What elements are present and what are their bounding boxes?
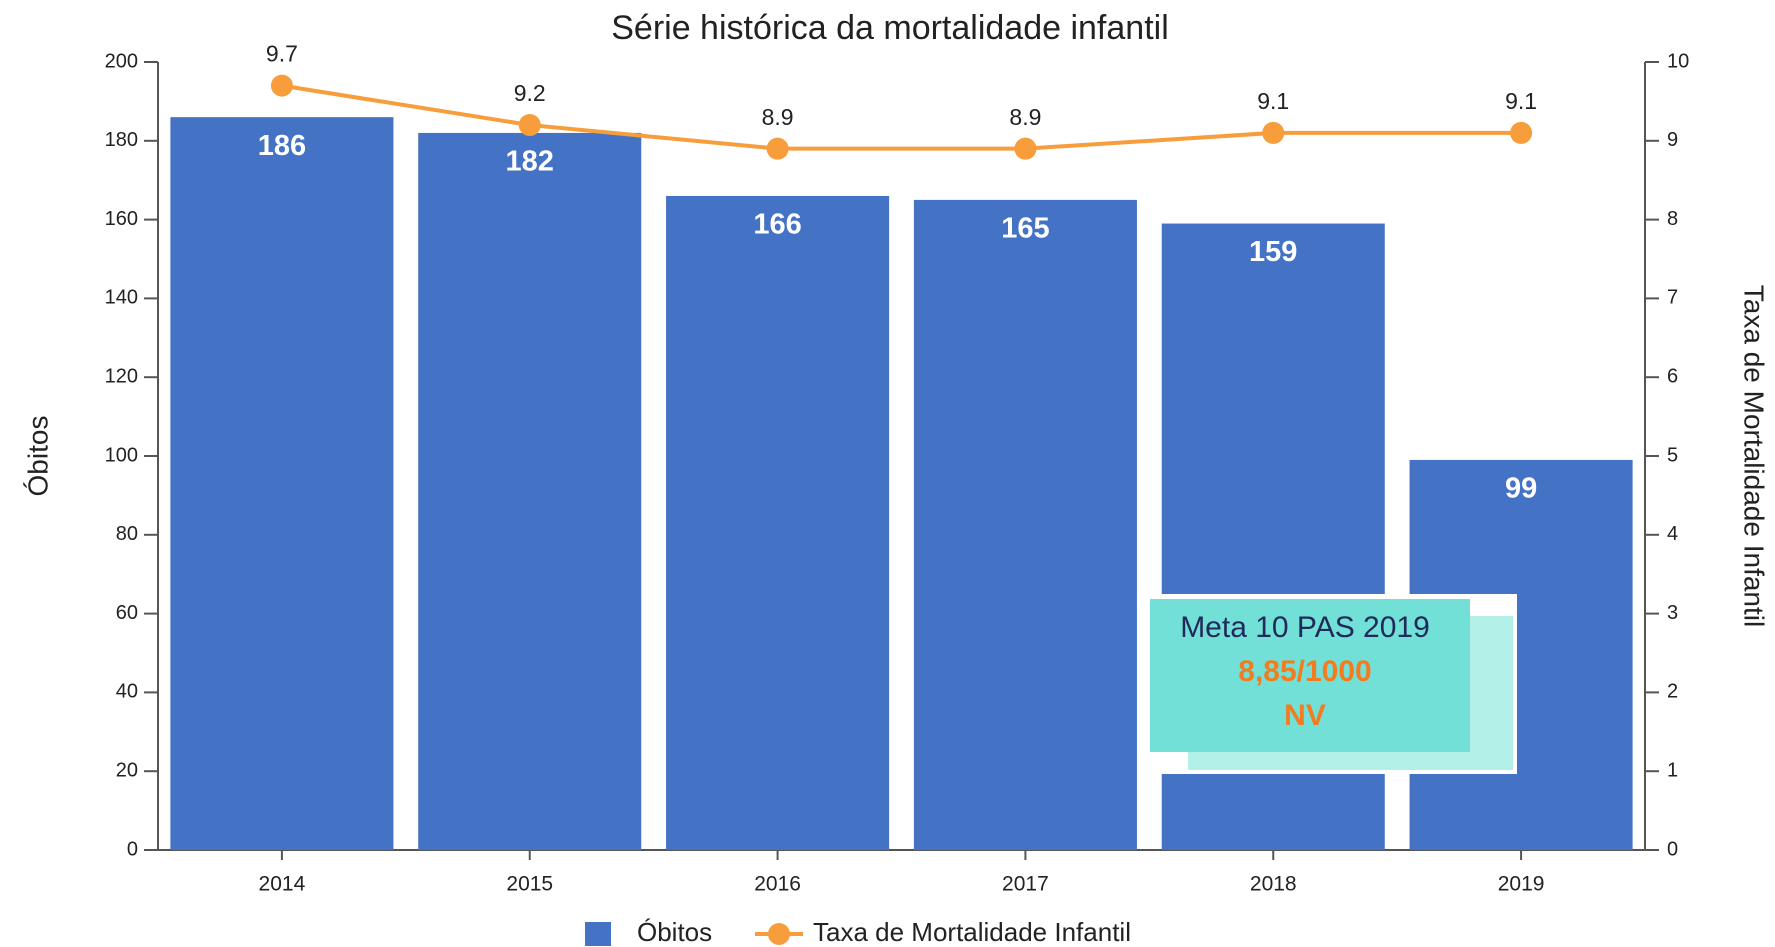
legend-swatch bbox=[585, 922, 611, 946]
y2-tick-label: 4 bbox=[1667, 523, 1678, 545]
line-point bbox=[270, 74, 293, 97]
bar bbox=[418, 132, 642, 851]
line-point bbox=[1510, 121, 1533, 144]
annotation-text: Meta 10 PAS 2019 bbox=[1180, 611, 1430, 644]
y2-axis-label: Taxa de Mortalidade Infantil bbox=[1739, 285, 1770, 627]
y2-tick-label: 8 bbox=[1667, 208, 1678, 230]
y-tick-label: 0 bbox=[127, 838, 138, 860]
line-value-label: 9.7 bbox=[266, 41, 298, 67]
line-point bbox=[1262, 121, 1285, 144]
y-tick-label: 140 bbox=[105, 287, 138, 309]
y2-tick-label: 3 bbox=[1667, 602, 1678, 624]
x-tick-label: 2017 bbox=[1002, 873, 1049, 896]
y-tick-label: 180 bbox=[105, 129, 138, 151]
y2-tick-label: 0 bbox=[1667, 838, 1678, 860]
line bbox=[281, 83, 1522, 151]
line-point bbox=[1014, 137, 1037, 160]
y-tick-label: 160 bbox=[105, 208, 138, 230]
legend-label: Taxa de Mortalidade Infantil bbox=[813, 917, 1131, 947]
x-tick-label: 2014 bbox=[259, 873, 306, 896]
y-axis-label: Óbitos bbox=[22, 416, 53, 497]
chart-title: Série histórica da mortalidade infantil bbox=[611, 9, 1169, 47]
line-value-label: 9.1 bbox=[1505, 88, 1537, 114]
y2-tick-label: 10 bbox=[1667, 50, 1689, 72]
y2-tick-label: 7 bbox=[1667, 287, 1678, 309]
y2-tick-label: 5 bbox=[1667, 444, 1678, 466]
line-point bbox=[766, 137, 789, 160]
y-tick-label: 100 bbox=[105, 444, 138, 466]
annotation-text: 8,85/1000 bbox=[1238, 655, 1371, 688]
y-tick-label: 60 bbox=[116, 602, 138, 624]
line-point bbox=[518, 114, 541, 137]
y-tick-label: 120 bbox=[105, 365, 138, 387]
line-value-label: 9.1 bbox=[1257, 88, 1289, 114]
bar-value-label: 159 bbox=[1249, 236, 1297, 268]
x-tick-label: 2018 bbox=[1250, 873, 1297, 896]
bar bbox=[666, 195, 890, 850]
annotation-box bbox=[1150, 599, 1470, 752]
x-tick-label: 2015 bbox=[506, 873, 553, 896]
bar-value-label: 186 bbox=[258, 130, 306, 162]
y2-tick-label: 9 bbox=[1667, 129, 1678, 151]
bar-value-label: 166 bbox=[753, 209, 801, 241]
y-tick-label: 80 bbox=[116, 523, 138, 545]
y2-tick-label: 1 bbox=[1667, 759, 1678, 781]
line-value-label: 9.2 bbox=[514, 80, 546, 106]
annotation-text: NV bbox=[1284, 699, 1326, 732]
legend-swatch bbox=[768, 923, 790, 945]
bar-value-label: 99 bbox=[1505, 473, 1537, 505]
bar-value-label: 182 bbox=[506, 146, 554, 178]
line-value-label: 8.9 bbox=[762, 104, 794, 130]
bar bbox=[913, 199, 1137, 850]
line-value-label: 8.9 bbox=[1009, 104, 1041, 130]
y2-tick-label: 6 bbox=[1667, 365, 1678, 387]
y2-tick-label: 2 bbox=[1667, 681, 1678, 703]
x-tick-label: 2019 bbox=[1498, 873, 1545, 896]
y-tick-label: 20 bbox=[116, 759, 138, 781]
legend-label: Óbitos bbox=[637, 917, 712, 947]
x-tick-label: 2016 bbox=[754, 873, 801, 896]
y-tick-label: 40 bbox=[116, 681, 138, 703]
y-tick-label: 200 bbox=[105, 50, 138, 72]
bar-value-label: 165 bbox=[1001, 213, 1049, 245]
bar bbox=[170, 117, 394, 850]
